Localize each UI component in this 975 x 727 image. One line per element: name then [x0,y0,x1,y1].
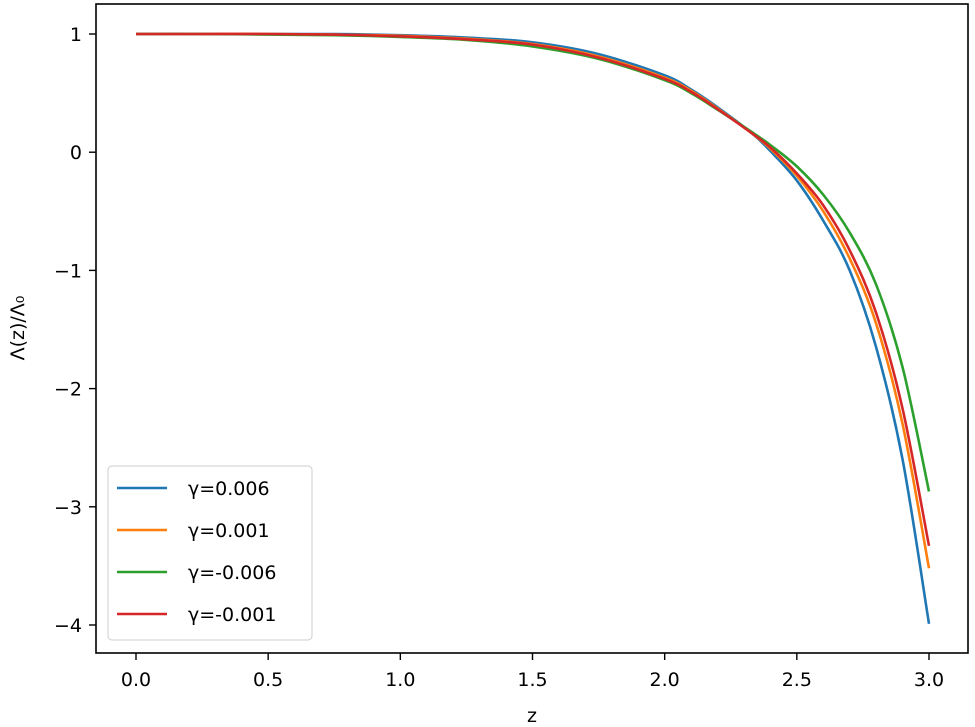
x-axis-label: z [527,705,537,727]
x-tick-label: 0.5 [253,669,283,691]
x-axis-ticks: 0.0 0.5 1.0 1.5 2.0 2.5 3.0 [121,653,944,691]
x-tick-label: 1.0 [385,669,415,691]
legend-box [107,465,313,641]
y-tick-label: 0 [70,142,82,164]
x-tick-label: 3.0 [914,669,944,691]
x-tick-label: 0.0 [121,669,151,691]
legend: γ=0.006 γ=0.001 γ=-0.006 γ=-0.001 [107,465,313,641]
legend-label-0: γ=0.006 [188,478,270,500]
legend-label-2: γ=-0.006 [188,562,276,584]
x-tick-label: 1.5 [517,669,547,691]
series-lines [135,32,931,625]
y-tick-label: 1 [70,24,82,46]
legend-label-1: γ=0.001 [188,520,270,542]
y-axis-ticks: 1 0 −1 −2 −3 −4 [54,24,96,637]
x-tick-label: 2.0 [650,669,680,691]
y-tick-label: −1 [54,260,82,282]
y-tick-label: −2 [54,379,82,401]
y-tick-label: −4 [54,615,82,637]
y-axis-label: Λ(z)/Λ₀ [7,296,29,361]
x-tick-label: 2.5 [782,669,812,691]
series-line-3 [136,32,931,547]
legend-label-3: γ=-0.001 [188,604,276,626]
y-tick-label: −3 [54,497,82,519]
